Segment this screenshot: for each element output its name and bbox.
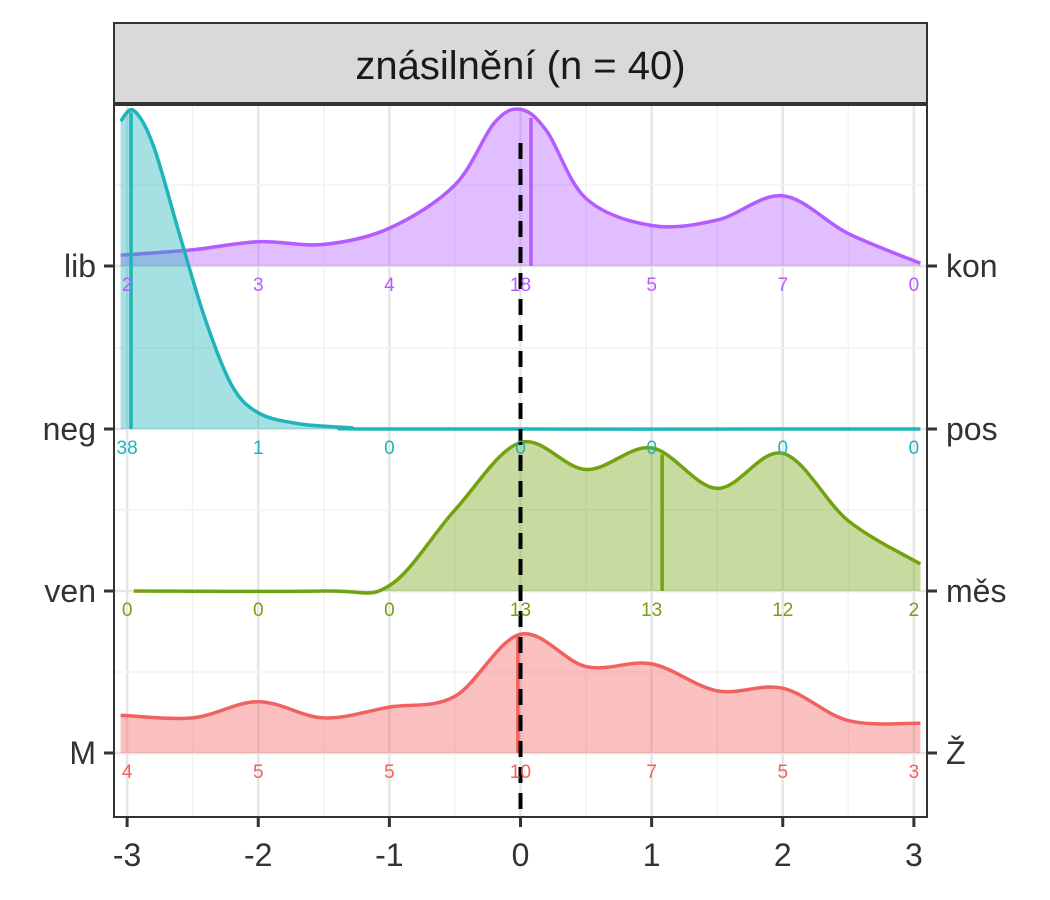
count-label: 3 xyxy=(253,275,264,296)
count-label: 2 xyxy=(122,275,133,296)
count-label: 0 xyxy=(777,438,788,459)
count-label: 0 xyxy=(384,600,395,621)
count-label: 12 xyxy=(772,600,793,621)
count-label: 0 xyxy=(646,438,657,459)
x-tick-label: -1 xyxy=(375,837,403,873)
density-line xyxy=(120,632,921,726)
x-tick-label: 1 xyxy=(643,837,661,873)
x-tick-label: -2 xyxy=(244,837,272,873)
y-label-left: ven xyxy=(44,573,96,609)
y-label-right: pos xyxy=(946,411,998,447)
count-label: 18 xyxy=(510,275,531,296)
count-label: 0 xyxy=(253,600,264,621)
count-label: 0 xyxy=(384,438,395,459)
y-label-right: měs xyxy=(946,573,1006,609)
count-label: 7 xyxy=(777,275,788,296)
count-label: 0 xyxy=(515,438,526,459)
count-label: 0 xyxy=(122,600,133,621)
count-label: 2 xyxy=(909,600,920,621)
density-line xyxy=(120,107,922,265)
count-label: 38 xyxy=(117,438,138,459)
count-labels: 2 3 4 18 5 7 038 1 0 0 0 0 00 0 0 13 13 12 24 5 5 10 7 5 3 xyxy=(117,275,920,783)
density-area xyxy=(133,441,921,594)
x-tick-label: -3 xyxy=(113,837,141,873)
count-label: 1 xyxy=(253,438,264,459)
count-label: 5 xyxy=(253,762,264,783)
count-label: 5 xyxy=(777,762,788,783)
count-label: 3 xyxy=(909,762,920,783)
count-label: 5 xyxy=(646,275,657,296)
count-label: 13 xyxy=(641,600,662,621)
facet-title: znásilnění (n = 40) xyxy=(355,44,685,88)
density-line xyxy=(119,107,921,431)
x-tick-label: 3 xyxy=(905,837,923,873)
x-tick-label: 2 xyxy=(774,837,792,873)
y-label-right: Ž xyxy=(946,735,966,771)
y-label-right: kon xyxy=(946,248,998,284)
count-label: 10 xyxy=(510,762,531,783)
density-area xyxy=(120,109,921,430)
y-label-left: neg xyxy=(43,411,96,447)
density-area xyxy=(120,109,921,266)
y-label-left: M xyxy=(69,735,96,771)
facet-strip xyxy=(113,22,928,104)
y-axis-right: kon pos měs Ž xyxy=(927,248,1006,771)
count-label: 0 xyxy=(909,275,920,296)
count-label: 13 xyxy=(510,600,531,621)
y-axis-left: lib neg ven M xyxy=(43,248,114,771)
x-axis: -3 -2 -1 0 1 2 3 xyxy=(113,817,923,873)
count-label: 4 xyxy=(384,275,395,296)
y-label-left: lib xyxy=(64,248,96,284)
count-label: 7 xyxy=(646,762,657,783)
count-label: 5 xyxy=(384,762,395,783)
x-tick-label: 0 xyxy=(512,837,530,873)
density-line xyxy=(133,439,922,595)
count-label: 0 xyxy=(909,438,920,459)
count-label: 4 xyxy=(122,762,133,783)
